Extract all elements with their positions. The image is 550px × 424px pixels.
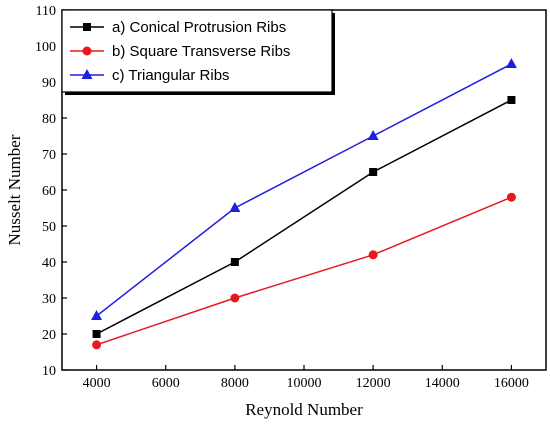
y-tick-label: 50 [42, 220, 56, 235]
data-point [92, 330, 101, 338]
data-point [229, 202, 241, 212]
legend-label: b) Square Transverse Ribs [112, 43, 290, 60]
data-point [367, 130, 379, 140]
series-1 [92, 96, 516, 338]
y-axis: 10 20 30 40 50 60 70 80 90 100 110 [35, 4, 67, 379]
y-tick-label: 20 [42, 328, 56, 343]
y-tick-label: 80 [42, 112, 56, 127]
data-point [92, 340, 102, 350]
y-tick-label: 70 [42, 148, 56, 163]
data-point [507, 96, 516, 104]
x-tick-label: 12000 [356, 376, 391, 391]
series-line [96, 196, 512, 346]
y-tick-label: 10 [42, 364, 56, 379]
data-point [505, 58, 517, 68]
series-line [96, 63, 512, 317]
x-tick-label: 10000 [287, 376, 322, 391]
legend-label: c) Triangular Ribs [112, 67, 230, 84]
series-layer [91, 58, 517, 350]
y-tick-label: 40 [42, 256, 56, 271]
y-tick-label: 100 [35, 40, 56, 55]
x-tick-label: 4000 [83, 376, 111, 391]
x-tick-label: 8000 [221, 376, 249, 391]
y-tick-label: 110 [36, 4, 56, 19]
data-point [230, 258, 239, 266]
data-point [506, 192, 516, 202]
legend-marker [82, 46, 92, 56]
data-point [230, 293, 240, 303]
x-tick-label: 14000 [425, 376, 460, 391]
legend-marker [83, 23, 91, 31]
x-tick-label: 6000 [152, 376, 180, 391]
x-tick-label: 16000 [494, 376, 529, 391]
legend: a) Conical Protrusion Ribs b) Square Tran… [61, 9, 335, 95]
x-axis-title: Reynold Number [245, 400, 363, 419]
data-point [369, 168, 378, 176]
data-point [91, 310, 103, 320]
legend-marker [81, 69, 93, 79]
y-tick-label: 30 [42, 292, 56, 307]
y-axis-title: Nusselt Number [5, 134, 24, 245]
y-tick-label: 90 [42, 76, 56, 91]
data-point [368, 250, 378, 260]
series-2 [92, 192, 516, 350]
legend-label: a) Conical Protrusion Ribs [112, 19, 286, 36]
series-3 [91, 58, 517, 320]
series-line [96, 99, 512, 335]
y-tick-label: 60 [42, 184, 56, 199]
x-axis: 4000 6000 8000 10000 12000 14000 16000 [83, 365, 529, 391]
legend-box [61, 9, 333, 93]
